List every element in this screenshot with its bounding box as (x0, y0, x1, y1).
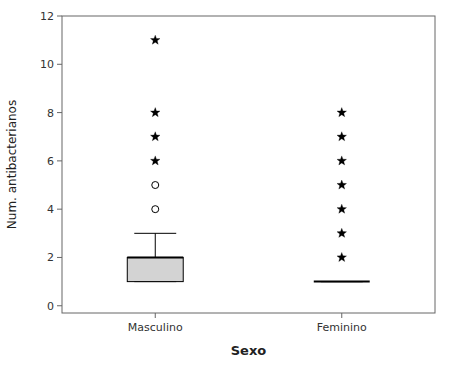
extreme-outlier (337, 156, 347, 165)
y-tick (57, 257, 62, 258)
extreme-outlier (337, 132, 347, 141)
extreme-outlier (337, 204, 347, 213)
extreme-outlier (150, 132, 160, 141)
extreme-outlier (150, 35, 160, 44)
box-group (127, 35, 183, 281)
box (314, 281, 370, 282)
extreme-outlier (150, 108, 160, 117)
y-axis-label: Num. antibacterianos (5, 100, 19, 229)
y-tick-label: 10 (40, 58, 54, 71)
y-tick (57, 305, 62, 306)
x-tick (341, 313, 342, 318)
x-axis-label: Sexo (231, 343, 267, 358)
whisker-high-cap (134, 233, 176, 234)
y-tick-label: 0 (47, 300, 54, 313)
y-tick (57, 160, 62, 161)
y-tick (57, 112, 62, 113)
y-tick-label: 4 (47, 203, 54, 216)
plot-frame (62, 16, 435, 313)
y-tick (57, 209, 62, 210)
y-tick-label: 12 (40, 10, 54, 23)
extreme-outlier (337, 252, 347, 261)
x-tick-label: Masculino (128, 321, 183, 334)
outlier (152, 182, 159, 189)
outlier (152, 206, 159, 213)
y-tick-label: 6 (47, 155, 54, 168)
y-tick-label: 8 (47, 107, 54, 120)
extreme-outlier (337, 108, 347, 117)
box-group (314, 108, 370, 282)
chart-svg: 0 2 4 6 8 10 12 Masculino Feminino Sexo Num. antib… (0, 0, 451, 365)
x-tick (155, 313, 156, 318)
extreme-outlier (150, 156, 160, 165)
chart-container: 0 2 4 6 8 10 12 Masculino Feminino Sexo Num. antib… (0, 0, 451, 365)
x-tick-label: Feminino (317, 321, 367, 334)
y-tick-label: 2 (47, 251, 54, 264)
extreme-outlier (337, 180, 347, 189)
y-tick (57, 16, 62, 17)
median-line (314, 281, 370, 283)
plot-area (127, 35, 369, 281)
box (127, 257, 183, 281)
extreme-outlier (337, 228, 347, 237)
y-tick (57, 64, 62, 65)
whisker-high (155, 233, 156, 257)
median-line (127, 256, 183, 258)
